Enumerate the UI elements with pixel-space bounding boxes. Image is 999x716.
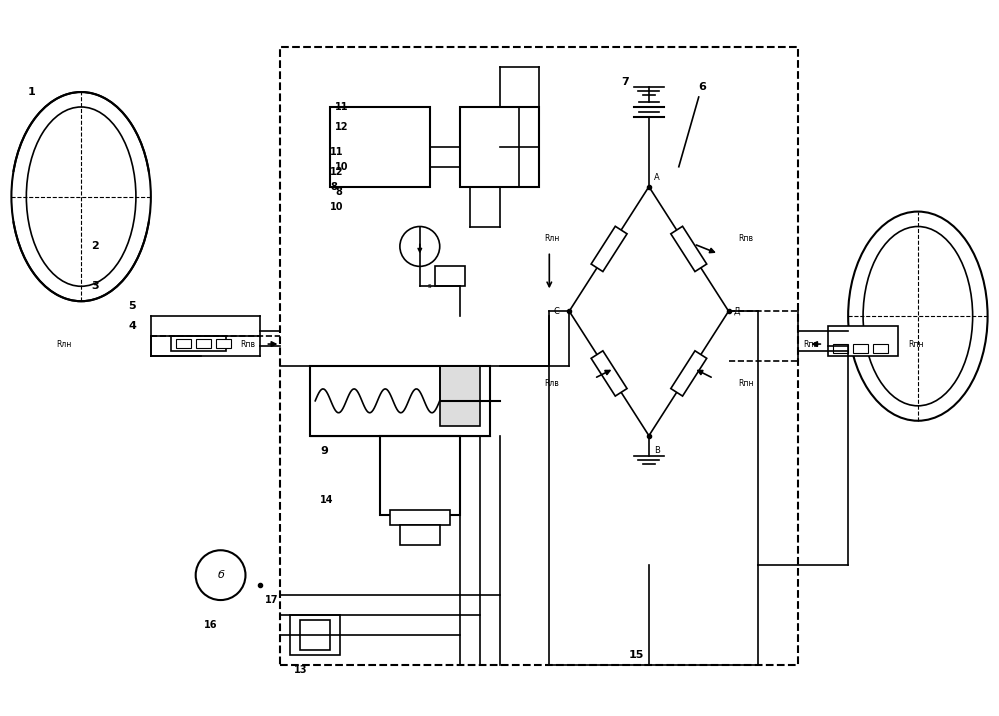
Bar [171, 336, 226, 351]
Bar [828, 326, 898, 356]
Polygon shape [670, 351, 706, 396]
Bar [330, 107, 430, 187]
Text: 14: 14 [321, 495, 334, 505]
Bar [853, 344, 868, 353]
Bar [400, 526, 440, 546]
Bar [291, 615, 340, 655]
Text: 10: 10 [335, 162, 349, 172]
Ellipse shape [863, 226, 973, 406]
Text: s: s [428, 284, 432, 289]
Text: 2: 2 [91, 241, 99, 251]
Text: 12: 12 [330, 167, 344, 177]
Bar [281, 47, 798, 664]
Text: 7: 7 [621, 77, 629, 87]
Text: Rпв: Rпв [803, 339, 818, 349]
Text: В: В [654, 445, 659, 455]
Text: Rлн: Rлн [543, 234, 559, 243]
Bar [833, 344, 848, 353]
Text: 4: 4 [128, 321, 136, 331]
Bar [390, 511, 450, 526]
Text: 11: 11 [330, 147, 344, 157]
Text: 5: 5 [128, 301, 136, 311]
Polygon shape [670, 226, 706, 271]
Text: 3: 3 [91, 281, 99, 291]
Circle shape [400, 226, 440, 266]
Bar [301, 620, 330, 650]
Bar [311, 366, 490, 436]
Circle shape [196, 551, 246, 600]
Ellipse shape [26, 107, 136, 286]
Text: 9: 9 [321, 445, 328, 455]
Text: 1: 1 [27, 87, 35, 97]
Polygon shape [591, 226, 627, 271]
Text: б: б [217, 570, 224, 580]
Text: Rлв: Rлв [544, 379, 559, 388]
Text: 8: 8 [335, 187, 342, 197]
Text: А: А [654, 173, 659, 182]
Ellipse shape [848, 211, 988, 421]
Text: Rпв: Rпв [241, 339, 256, 349]
Text: Rпв: Rпв [738, 234, 753, 243]
Polygon shape [591, 351, 627, 396]
Bar [380, 436, 460, 516]
Bar [196, 339, 211, 348]
Text: 13: 13 [294, 664, 307, 674]
Text: Д: Д [733, 306, 740, 316]
Text: 11: 11 [335, 102, 349, 112]
Text: 6: 6 [698, 82, 706, 92]
Text: Rлн: Rлн [56, 339, 71, 349]
Text: Rпн: Rпн [738, 379, 754, 388]
Bar [873, 344, 888, 353]
Text: 12: 12 [335, 122, 349, 132]
Bar [460, 107, 539, 187]
Text: 16: 16 [204, 620, 218, 630]
Bar [176, 339, 191, 348]
Bar [216, 339, 231, 348]
Text: 10: 10 [330, 202, 344, 212]
Bar [435, 266, 465, 286]
Bar [440, 366, 480, 426]
Text: С: С [553, 306, 559, 316]
Text: 8: 8 [330, 182, 337, 192]
Ellipse shape [11, 92, 151, 301]
Text: Rпн: Rпн [908, 339, 923, 349]
Text: 17: 17 [266, 595, 279, 605]
Text: 15: 15 [629, 650, 644, 660]
